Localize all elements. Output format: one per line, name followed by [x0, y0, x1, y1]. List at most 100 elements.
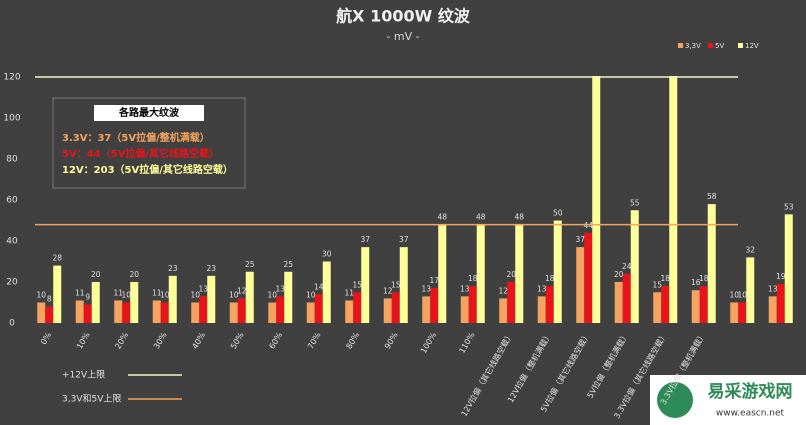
bar — [114, 300, 123, 323]
bar — [345, 300, 354, 323]
data-label: 15 — [652, 280, 662, 289]
data-label: 10 — [229, 291, 239, 300]
data-label: 48 — [476, 213, 486, 222]
data-label: 9 — [85, 293, 90, 302]
bar — [707, 204, 716, 323]
data-label: 13 — [421, 284, 431, 293]
bar — [545, 286, 554, 323]
legend-label: 3,3V — [685, 42, 701, 50]
data-label: 10 — [729, 291, 739, 300]
bar — [152, 300, 161, 323]
annotation-line: 12V：203（5V拉偏/其它线路空载） — [62, 163, 233, 176]
bar — [91, 282, 100, 323]
data-label: 37 — [360, 235, 370, 244]
chart-subtitle: - mV - — [386, 30, 419, 43]
watermark: 易采游戏网 www.eascn.net — [650, 375, 806, 425]
data-label: 20 — [614, 270, 624, 279]
data-label: 13 — [537, 284, 547, 293]
bar — [391, 292, 400, 323]
data-label: 18 — [545, 274, 555, 283]
bar — [476, 224, 485, 323]
data-label: 48 — [437, 213, 447, 222]
limit-legend-label: +12V上限 — [62, 370, 105, 381]
y-tick-label: 20 — [6, 278, 18, 288]
bar — [438, 224, 447, 323]
legend-swatch — [708, 43, 713, 48]
data-label: 37 — [399, 235, 409, 244]
bar — [746, 257, 755, 323]
bar — [630, 210, 639, 323]
bar — [661, 286, 670, 323]
bar — [738, 302, 747, 323]
data-label: 20 — [129, 270, 139, 279]
legend-swatch — [678, 43, 683, 48]
data-label: 24 — [622, 262, 632, 271]
data-label: 48 — [514, 213, 524, 222]
data-label: 10 — [121, 291, 131, 300]
data-label: 58 — [707, 192, 717, 201]
bar — [45, 306, 54, 323]
data-label: 25 — [283, 260, 293, 269]
bar — [768, 296, 777, 323]
data-label: 12 — [383, 286, 393, 295]
bar — [268, 302, 277, 323]
data-label: 16 — [691, 278, 701, 287]
y-tick-label: 40 — [6, 237, 18, 247]
data-label: 11 — [152, 288, 162, 297]
data-label: 13 — [198, 284, 208, 293]
legend-label: 5V — [715, 42, 724, 50]
chart-title: 航X 1000W 纹波 — [336, 7, 471, 26]
data-label: 13 — [768, 284, 778, 293]
data-label: 32 — [745, 245, 755, 254]
bar — [691, 290, 700, 323]
bar — [784, 214, 793, 323]
bar — [507, 282, 516, 323]
bar — [383, 298, 392, 323]
bar — [322, 261, 331, 323]
bar — [622, 273, 631, 323]
watermark-url: www.eascn.net — [716, 409, 785, 419]
bar — [584, 232, 593, 323]
data-label: 20 — [91, 270, 101, 279]
bar — [730, 302, 739, 323]
bar — [199, 296, 208, 323]
data-label: 20 — [506, 270, 516, 279]
bar — [122, 302, 131, 323]
annotation-title: 各路最大纹波 — [118, 106, 180, 119]
bar — [430, 288, 439, 323]
bar — [237, 298, 246, 323]
data-label: 13 — [460, 284, 470, 293]
annotation-frame — [52, 97, 246, 189]
bar — [353, 292, 362, 323]
limit-legend-label: 3,3V和5V上限 — [62, 394, 121, 405]
bar — [276, 296, 285, 323]
data-label: 10 — [267, 291, 277, 300]
bar — [229, 302, 238, 323]
bar — [306, 302, 315, 323]
bar — [669, 76, 678, 323]
data-label: 15 — [391, 280, 401, 289]
bar — [614, 282, 623, 323]
watermark-title: 易采游戏网 — [708, 381, 793, 402]
y-tick-label: 60 — [6, 196, 18, 206]
data-label: 11 — [344, 288, 354, 297]
watermark-logo — [657, 382, 693, 418]
bar — [75, 300, 84, 323]
data-label: 12 — [498, 286, 508, 295]
bar — [130, 282, 139, 323]
bar — [191, 302, 200, 323]
data-label: 11 — [75, 288, 85, 297]
y-tick-label: 80 — [6, 155, 18, 165]
annotation-title-bg — [94, 105, 204, 121]
data-label: 28 — [52, 254, 62, 263]
data-label: 10 — [737, 291, 747, 300]
data-label: 25 — [245, 260, 255, 269]
data-label: 19 — [776, 272, 786, 281]
bar — [53, 265, 62, 323]
bar — [537, 296, 546, 323]
data-label: 53 — [784, 202, 794, 211]
bar — [168, 275, 177, 323]
legend-label: 12V — [745, 42, 759, 50]
bar — [592, 76, 601, 323]
bar — [460, 296, 469, 323]
